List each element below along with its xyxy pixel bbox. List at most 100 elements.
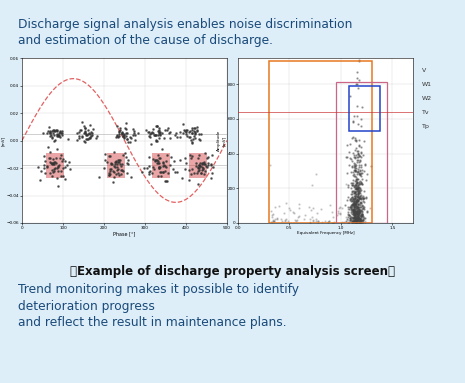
Point — [345, 194, 352, 200]
Point — [57, 173, 65, 179]
Point — [354, 219, 361, 226]
Point — [156, 132, 163, 138]
Point — [349, 172, 357, 178]
Point — [352, 192, 360, 198]
Point — [173, 169, 180, 175]
Point — [145, 170, 153, 177]
Point — [152, 131, 159, 137]
Point — [119, 129, 126, 135]
Point — [355, 208, 362, 214]
Point — [114, 166, 121, 172]
Point — [351, 217, 359, 223]
Point — [358, 176, 365, 182]
Point — [155, 127, 162, 133]
Point — [39, 130, 46, 136]
Point — [357, 180, 364, 187]
Point — [352, 168, 359, 174]
Point — [348, 135, 355, 141]
Point — [165, 130, 173, 136]
Point — [357, 217, 364, 223]
Point — [148, 129, 156, 135]
Point — [182, 127, 190, 133]
Point — [355, 187, 362, 193]
Point — [344, 205, 352, 211]
Point — [111, 164, 119, 170]
Point — [352, 197, 359, 203]
Point — [347, 207, 355, 213]
Point — [351, 206, 358, 213]
Point — [272, 216, 279, 223]
Point — [110, 149, 117, 155]
Point — [352, 201, 359, 207]
Point — [342, 201, 349, 208]
Point — [329, 214, 336, 220]
Point — [352, 216, 359, 222]
Point — [355, 180, 363, 186]
Point — [353, 207, 360, 213]
Point — [350, 203, 358, 209]
Point — [155, 164, 163, 170]
Point — [53, 133, 61, 139]
Point — [357, 213, 364, 219]
Point — [356, 206, 363, 212]
Point — [354, 210, 361, 216]
Point — [49, 169, 56, 175]
Point — [143, 127, 150, 133]
Point — [192, 160, 199, 166]
Point — [153, 138, 160, 144]
Point — [351, 135, 359, 141]
Point — [357, 208, 365, 214]
Point — [53, 132, 61, 138]
Point — [357, 218, 364, 224]
Point — [66, 159, 73, 165]
Point — [292, 218, 299, 224]
Point — [269, 211, 277, 217]
Point — [353, 205, 360, 211]
Point — [148, 170, 155, 176]
Point — [188, 153, 195, 159]
Point — [352, 186, 360, 192]
Point — [205, 162, 212, 168]
Point — [196, 131, 203, 137]
Point — [170, 158, 178, 164]
Point — [107, 171, 114, 177]
Point — [113, 134, 120, 140]
Point — [354, 206, 362, 213]
Point — [355, 219, 363, 225]
Point — [354, 197, 362, 203]
Point — [349, 210, 357, 216]
Point — [46, 129, 53, 135]
Point — [106, 170, 113, 177]
Point — [353, 75, 360, 81]
Point — [354, 210, 361, 216]
Point — [355, 203, 362, 210]
Point — [40, 165, 47, 172]
Point — [49, 160, 57, 166]
Point — [347, 218, 354, 224]
Point — [203, 164, 210, 170]
Point — [354, 169, 361, 175]
Point — [120, 133, 127, 139]
Point — [324, 219, 332, 225]
Point — [354, 185, 362, 191]
Point — [355, 209, 363, 215]
Point — [84, 131, 92, 137]
Point — [306, 204, 313, 210]
Point — [360, 195, 367, 201]
Point — [57, 155, 64, 161]
Point — [355, 195, 362, 201]
Point — [352, 180, 359, 186]
Point — [120, 134, 127, 140]
Point — [345, 219, 353, 225]
Point — [350, 183, 358, 189]
Point — [191, 135, 199, 141]
Point — [358, 181, 365, 187]
Point — [360, 204, 368, 210]
Point — [355, 198, 362, 204]
Point — [350, 215, 357, 221]
Point — [188, 166, 195, 172]
Point — [78, 134, 86, 140]
Point — [357, 219, 364, 226]
Point — [352, 195, 359, 201]
Point — [185, 167, 193, 173]
